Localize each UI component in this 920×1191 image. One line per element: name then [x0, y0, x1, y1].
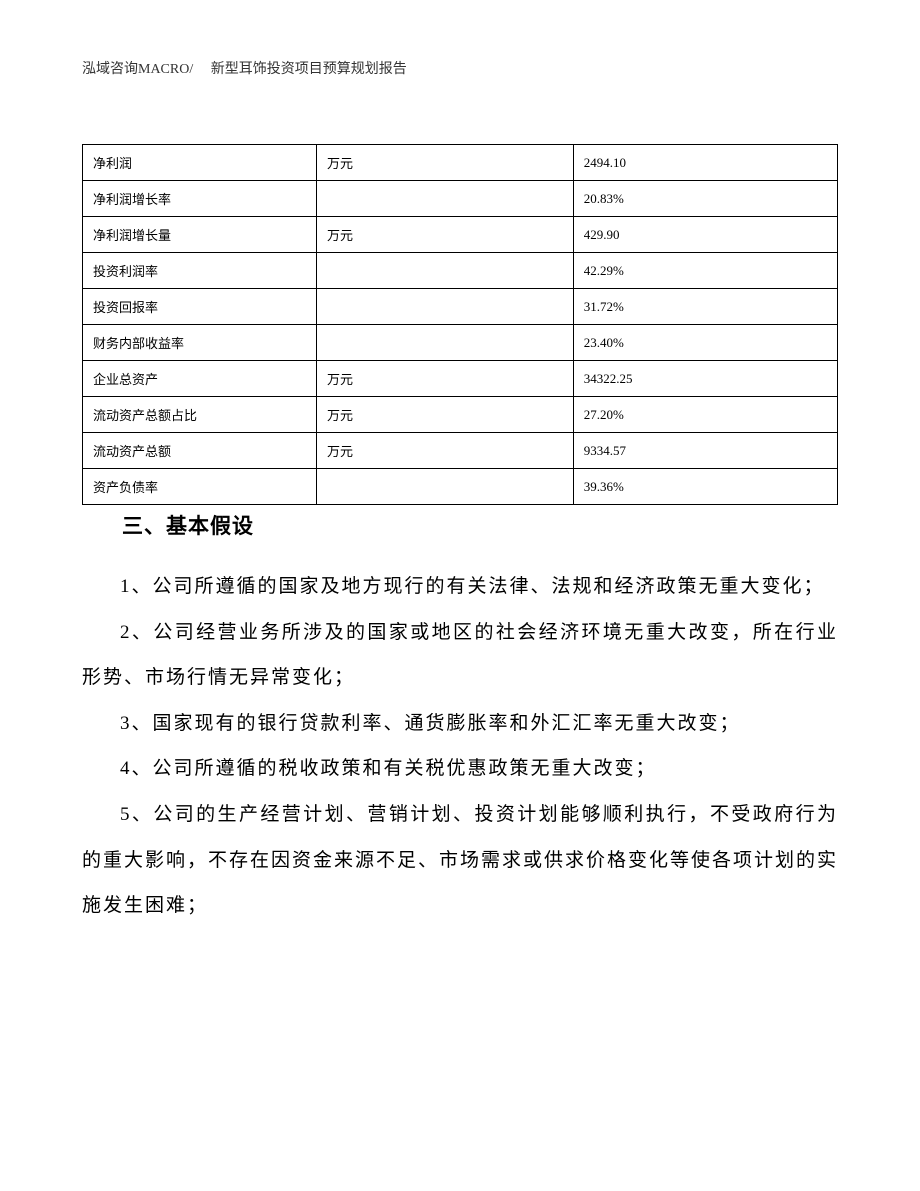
table-row: 流动资产总额 万元 9334.57 [83, 433, 838, 469]
cell-metric: 投资回报率 [83, 289, 317, 325]
paragraph-2: 2、公司经营业务所涉及的国家或地区的社会经济环境无重大改变，所在行业形势、市场行… [82, 610, 838, 701]
cell-value: 39.36% [573, 469, 837, 505]
table-row: 净利润增长率 20.83% [83, 181, 838, 217]
content-section: 三、基本假设 1、公司所遵循的国家及地方现行的有关法律、法规和经济政策无重大变化… [82, 510, 838, 929]
cell-unit: 万元 [317, 397, 574, 433]
table-row: 净利润增长量 万元 429.90 [83, 217, 838, 253]
paragraph-5: 5、公司的生产经营计划、营销计划、投资计划能够顺利执行，不受政府行为的重大影响，… [82, 792, 838, 929]
cell-value: 429.90 [573, 217, 837, 253]
table-row: 财务内部收益率 23.40% [83, 325, 838, 361]
header-text: 泓域咨询MACRO/ 新型耳饰投资项目预算规划报告 [82, 62, 407, 77]
cell-metric: 流动资产总额 [83, 433, 317, 469]
page-header: 泓域咨询MACRO/ 新型耳饰投资项目预算规划报告 [82, 58, 407, 78]
cell-value: 34322.25 [573, 361, 837, 397]
table-row: 投资利润率 42.29% [83, 253, 838, 289]
cell-metric: 净利润增长量 [83, 217, 317, 253]
cell-unit [317, 181, 574, 217]
cell-metric: 流动资产总额占比 [83, 397, 317, 433]
paragraph-3: 3、国家现有的银行贷款利率、通货膨胀率和外汇汇率无重大改变； [82, 701, 838, 747]
cell-metric: 企业总资产 [83, 361, 317, 397]
table-body: 净利润 万元 2494.10 净利润增长率 20.83% 净利润增长量 万元 4… [83, 145, 838, 505]
cell-unit: 万元 [317, 145, 574, 181]
cell-unit [317, 289, 574, 325]
table-row: 投资回报率 31.72% [83, 289, 838, 325]
cell-unit [317, 253, 574, 289]
cell-metric: 净利润增长率 [83, 181, 317, 217]
cell-metric: 资产负债率 [83, 469, 317, 505]
cell-value: 31.72% [573, 289, 837, 325]
financial-table-container: 净利润 万元 2494.10 净利润增长率 20.83% 净利润增长量 万元 4… [82, 144, 838, 505]
cell-unit [317, 325, 574, 361]
table-row: 资产负债率 39.36% [83, 469, 838, 505]
cell-value: 42.29% [573, 253, 837, 289]
cell-value: 2494.10 [573, 145, 837, 181]
section-title: 三、基本假设 [122, 510, 838, 540]
cell-unit: 万元 [317, 217, 574, 253]
cell-metric: 财务内部收益率 [83, 325, 317, 361]
cell-metric: 净利润 [83, 145, 317, 181]
table-row: 流动资产总额占比 万元 27.20% [83, 397, 838, 433]
cell-value: 20.83% [573, 181, 837, 217]
cell-metric: 投资利润率 [83, 253, 317, 289]
paragraph-4: 4、公司所遵循的税收政策和有关税优惠政策无重大改变； [82, 746, 838, 792]
cell-value: 27.20% [573, 397, 837, 433]
paragraph-1: 1、公司所遵循的国家及地方现行的有关法律、法规和经济政策无重大变化； [82, 564, 838, 610]
cell-unit [317, 469, 574, 505]
cell-unit: 万元 [317, 433, 574, 469]
table-row: 净利润 万元 2494.10 [83, 145, 838, 181]
cell-value: 23.40% [573, 325, 837, 361]
financial-table: 净利润 万元 2494.10 净利润增长率 20.83% 净利润增长量 万元 4… [82, 144, 838, 505]
cell-unit: 万元 [317, 361, 574, 397]
table-row: 企业总资产 万元 34322.25 [83, 361, 838, 397]
cell-value: 9334.57 [573, 433, 837, 469]
